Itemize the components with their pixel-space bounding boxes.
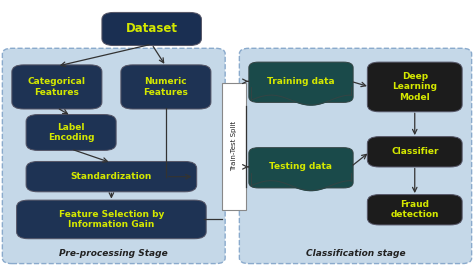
Text: Testing data: Testing data bbox=[270, 162, 332, 171]
FancyBboxPatch shape bbox=[367, 195, 462, 225]
FancyBboxPatch shape bbox=[102, 12, 201, 46]
Text: Standardization: Standardization bbox=[71, 172, 152, 181]
FancyBboxPatch shape bbox=[121, 65, 211, 109]
Polygon shape bbox=[251, 172, 351, 191]
Text: Dataset: Dataset bbox=[126, 22, 178, 36]
Polygon shape bbox=[251, 87, 351, 105]
Text: Label
Encoding: Label Encoding bbox=[48, 123, 94, 142]
FancyBboxPatch shape bbox=[2, 48, 225, 264]
Text: Fraud
detection: Fraud detection bbox=[391, 200, 439, 219]
FancyBboxPatch shape bbox=[249, 62, 353, 102]
Text: Deep
Learning
Model: Deep Learning Model bbox=[392, 72, 437, 102]
FancyBboxPatch shape bbox=[26, 115, 116, 150]
FancyBboxPatch shape bbox=[12, 65, 102, 109]
Text: Categorical
Features: Categorical Features bbox=[28, 77, 86, 97]
Text: Numeric
Features: Numeric Features bbox=[144, 77, 188, 97]
FancyBboxPatch shape bbox=[239, 48, 472, 264]
Text: Feature Selection by
Information Gain: Feature Selection by Information Gain bbox=[59, 210, 164, 229]
Bar bbox=[222, 83, 246, 210]
Text: Train-Test Split: Train-Test Split bbox=[231, 121, 237, 171]
Text: Classification stage: Classification stage bbox=[306, 250, 405, 258]
FancyBboxPatch shape bbox=[249, 148, 353, 188]
Text: Classifier: Classifier bbox=[391, 147, 438, 156]
FancyBboxPatch shape bbox=[367, 62, 462, 112]
FancyBboxPatch shape bbox=[17, 200, 206, 239]
FancyBboxPatch shape bbox=[26, 161, 197, 192]
FancyBboxPatch shape bbox=[367, 137, 462, 167]
Text: Pre-processing Stage: Pre-processing Stage bbox=[59, 250, 168, 258]
Text: Training data: Training data bbox=[267, 77, 335, 86]
